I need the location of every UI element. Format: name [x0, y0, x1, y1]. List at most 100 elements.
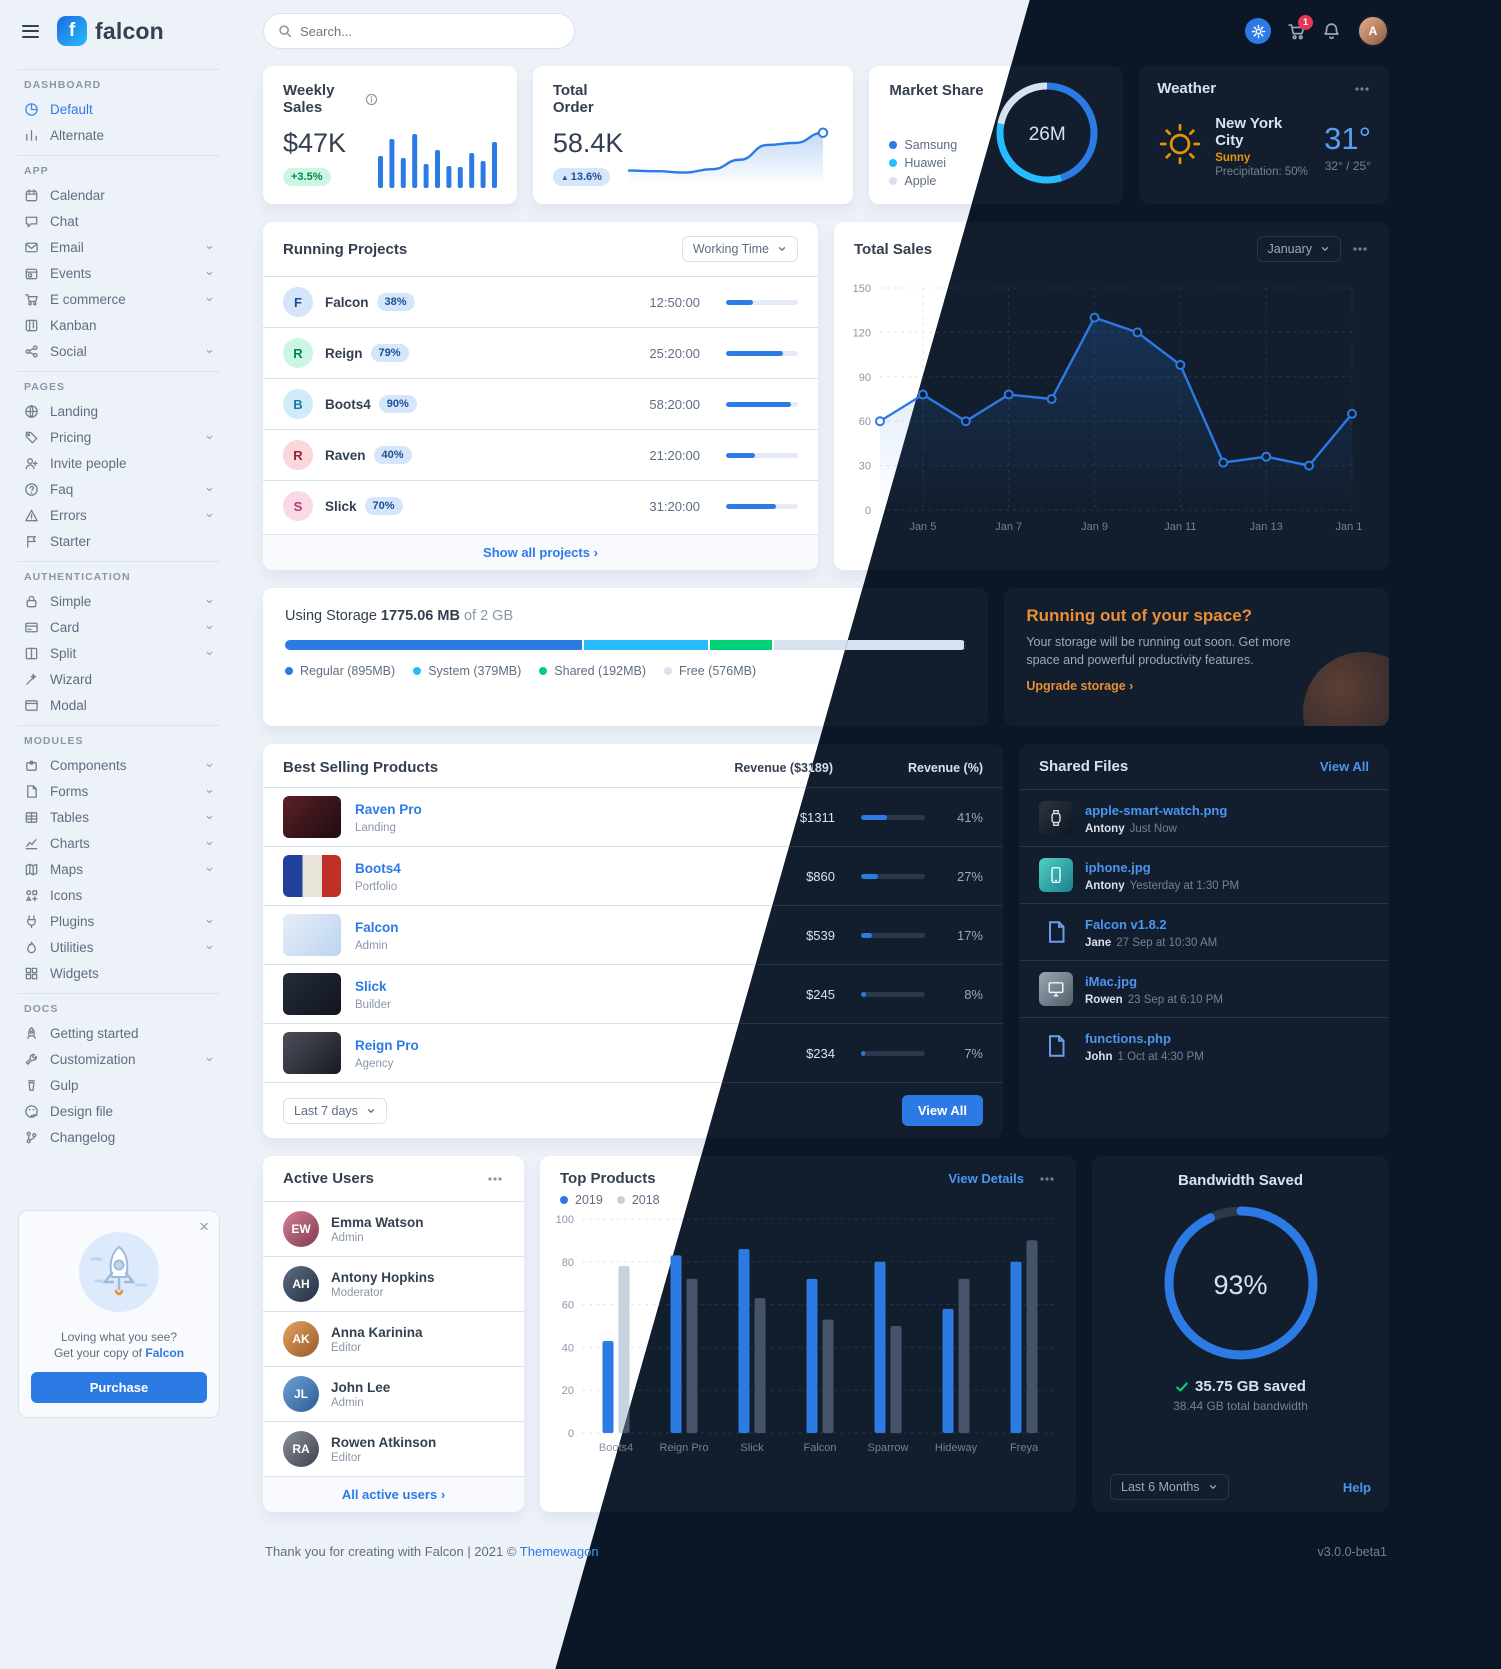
card-menu-icon[interactable] — [1353, 85, 1371, 93]
working-time-select[interactable]: Working Time — [681, 236, 798, 262]
sidebar-item-calendar[interactable]: Calendar — [18, 182, 220, 208]
settings-button[interactable] — [1245, 18, 1271, 44]
date-range-select[interactable]: Last 7 days — [283, 1097, 387, 1124]
month-select[interactable]: January — [1256, 236, 1341, 262]
chevron-down-icon — [205, 761, 214, 770]
themewagon-link[interactable]: Themewagon — [519, 1544, 599, 1559]
sidebar-item-faq[interactable]: Faq — [18, 476, 220, 502]
sidebar-item-icons[interactable]: Icons — [18, 882, 220, 908]
product-name-link[interactable]: Slick — [355, 978, 387, 994]
sidebar-item-maps[interactable]: Maps — [18, 856, 220, 882]
sidebar-item-forms[interactable]: Forms — [18, 778, 220, 804]
all-active-users-link[interactable]: All active users › — [263, 1476, 524, 1512]
view-details-link[interactable]: View Details — [948, 1171, 1024, 1186]
sidebar-item-email[interactable]: Email — [18, 234, 220, 260]
file-name-link[interactable]: Falcon v1.8.2 — [1085, 916, 1167, 932]
sidebar-item-split[interactable]: Split — [18, 640, 220, 666]
sidebar-item-errors[interactable]: Errors — [18, 502, 220, 528]
sidebar-item-modal[interactable]: Modal — [18, 692, 220, 718]
file-name-link[interactable]: functions.php — [1085, 1030, 1171, 1046]
product-thumbnail[interactable] — [283, 914, 341, 956]
menu-toggle-icon[interactable] — [18, 21, 43, 42]
product-name-link[interactable]: Boots4 — [355, 860, 401, 876]
product-name-link[interactable]: Falcon — [355, 919, 399, 935]
product-thumbnail[interactable] — [283, 796, 341, 838]
product-thumbnail[interactable] — [283, 1032, 341, 1074]
sidebar-item-tables[interactable]: Tables — [18, 804, 220, 830]
sidebar-item-card[interactable]: Card — [18, 614, 220, 640]
cart-button[interactable]: 1 — [1287, 14, 1313, 41]
project-progress-bar — [726, 503, 798, 509]
sidebar-item-changelog[interactable]: Changelog — [18, 1124, 220, 1150]
sidebar-item-kanban[interactable]: Kanban — [18, 312, 220, 338]
sidebar-item-starter[interactable]: Starter — [18, 528, 220, 554]
view-all-button[interactable]: View All — [901, 1095, 983, 1126]
sidebar-item-events[interactable]: Events — [18, 260, 220, 286]
user-name-link[interactable]: Emma Watson — [331, 1214, 424, 1230]
falcon-logo[interactable]: f falcon — [57, 16, 164, 46]
upgrade-storage-link[interactable]: Upgrade storage › — [1026, 679, 1133, 693]
file-name-link[interactable]: iMac.jpg — [1085, 973, 1138, 989]
user-name-link[interactable]: Anna Karinina — [331, 1324, 423, 1340]
profile-button[interactable]: A — [1357, 15, 1389, 47]
purchase-button[interactable]: Purchase — [31, 1372, 207, 1403]
legend-item[interactable]: 2019 — [560, 1193, 603, 1207]
sidebar-item-social[interactable]: Social — [18, 338, 220, 364]
revenue-percent-column-header: Revenue (%) — [907, 760, 983, 775]
close-icon[interactable]: × — [199, 1217, 209, 1236]
show-all-projects-link[interactable]: Show all projects › — [263, 534, 818, 570]
product-thumbnail[interactable] — [283, 973, 341, 1015]
user-name-link[interactable]: John Lee — [331, 1379, 391, 1395]
legend-item[interactable]: 2018 — [616, 1193, 660, 1207]
card-menu-icon[interactable] — [1038, 1175, 1056, 1183]
project-name-link[interactable]: Slick — [325, 498, 357, 514]
sidebar-item-design-file[interactable]: Design file — [18, 1098, 220, 1124]
project-name-link[interactable]: Boots4 — [325, 396, 371, 412]
sidebar-item-getting-started[interactable]: Getting started — [18, 1020, 220, 1046]
sidebar-item-customization[interactable]: Customization — [18, 1046, 220, 1072]
sidebar-item-utilities[interactable]: Utilities — [18, 934, 220, 960]
sidebar-item-components[interactable]: Components — [18, 752, 220, 778]
help-link[interactable]: Help — [1342, 1479, 1371, 1495]
code-branch-icon — [24, 1130, 40, 1145]
sidebar-item-e-commerce[interactable]: E commerce — [18, 286, 220, 312]
sidebar-item-simple[interactable]: Simple — [18, 588, 220, 614]
sidebar-item-landing[interactable]: Landing — [18, 398, 220, 424]
files-view-all-link[interactable]: View All — [1319, 759, 1369, 774]
sidebar-item-default[interactable]: Default — [18, 96, 220, 122]
sidebar-item-pricing[interactable]: Pricing — [18, 424, 220, 450]
file-name-link[interactable]: iphone.jpg — [1085, 859, 1151, 875]
sidebar-item-wizard[interactable]: Wizard — [18, 666, 220, 692]
file-meta: Rowen 23 Sep at 6:10 PM — [1085, 994, 1223, 1006]
user-name-link[interactable]: Rowen Atkinson — [331, 1434, 437, 1450]
product-name-link[interactable]: Reign Pro — [355, 1037, 419, 1053]
market-share-legend: Samsung Huawei Apple — [889, 138, 983, 188]
product-thumbnail[interactable] — [283, 855, 341, 897]
period-select[interactable]: Last 6 Months — [1110, 1474, 1229, 1500]
project-name-link[interactable]: Falcon — [325, 294, 369, 310]
file-name-link[interactable]: apple-smart-watch.png — [1085, 802, 1228, 818]
project-name-link[interactable]: Raven — [325, 447, 366, 463]
promo-brand-link[interactable]: Falcon — [145, 1346, 185, 1360]
product-name-link[interactable]: Raven Pro — [355, 801, 422, 817]
sidebar-item-alternate[interactable]: Alternate — [18, 122, 220, 148]
gulp-icon — [24, 1078, 40, 1093]
chevron-down-icon — [1321, 247, 1329, 252]
user-name-link[interactable]: Antony Hopkins — [331, 1269, 435, 1285]
notifications-button[interactable] — [1322, 22, 1341, 41]
project-name-link[interactable]: Reign — [325, 345, 363, 361]
card-menu-icon[interactable] — [486, 1175, 504, 1183]
sidebar-item-plugins[interactable]: Plugins — [18, 908, 220, 934]
sidebar-item-invite-people[interactable]: Invite people — [18, 450, 220, 476]
card-menu-icon[interactable] — [1351, 245, 1369, 253]
sidebar-item-widgets[interactable]: Widgets — [18, 960, 220, 986]
legend-item: System (379MB) — [413, 664, 521, 678]
sidebar-section-dashboard: Dashboard Default Alternate — [18, 69, 220, 148]
sidebar-item-charts[interactable]: Charts — [18, 830, 220, 856]
chevron-down-icon — [205, 813, 214, 822]
sidebar-item-gulp[interactable]: Gulp — [18, 1072, 220, 1098]
search-box[interactable] — [263, 13, 575, 49]
search-input[interactable] — [300, 23, 560, 39]
sidebar-item-chat[interactable]: Chat — [18, 208, 220, 234]
info-icon[interactable] — [365, 93, 378, 106]
